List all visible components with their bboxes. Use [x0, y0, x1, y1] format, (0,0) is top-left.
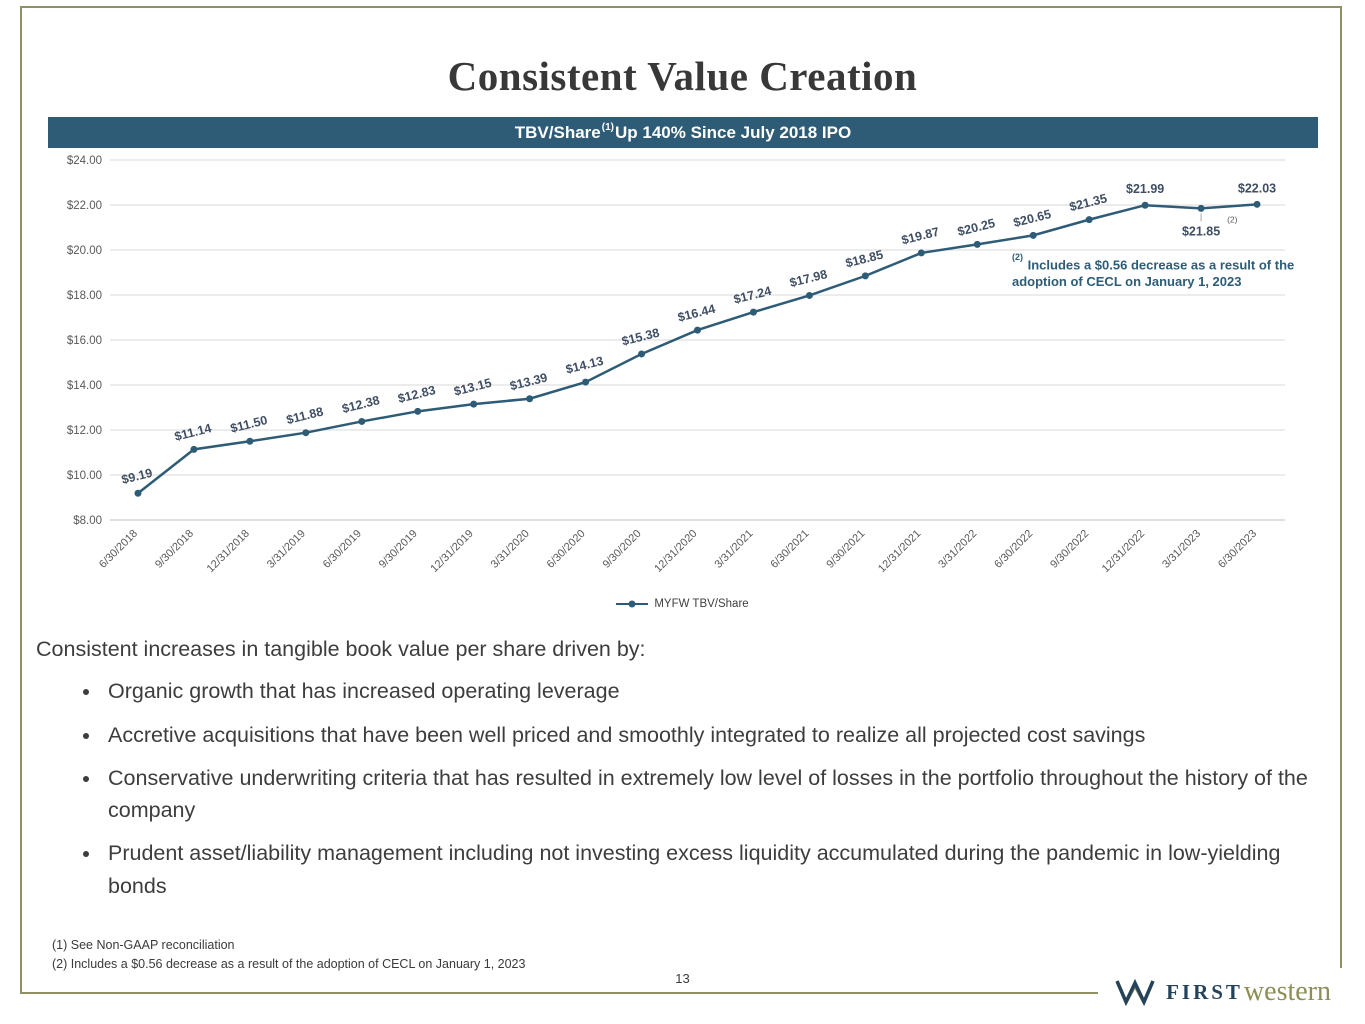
svg-text:$13.39: $13.39 [508, 370, 549, 393]
footnote-1: (1) See Non-GAAP reconciliation [52, 938, 235, 952]
chart-title-banner: TBV/Share (1) Up 140% Since July 2018 IPO [48, 117, 1318, 148]
svg-text:$20.00: $20.00 [67, 245, 102, 257]
svg-text:$17.98: $17.98 [788, 267, 829, 290]
svg-text:9/30/2022: 9/30/2022 [1048, 528, 1091, 571]
cecl-annotation: (2) Includes a $0.56 decrease as a resul… [1012, 252, 1320, 291]
footnote-2: (2) Includes a $0.56 decrease as a resul… [52, 956, 526, 971]
svg-text:$18.00: $18.00 [67, 290, 102, 302]
banner-footnote-marker: (1) [601, 122, 614, 133]
svg-text:$21.85: $21.85 [1182, 224, 1220, 238]
svg-text:12/31/2022: 12/31/2022 [1100, 528, 1147, 575]
svg-text:$12.38: $12.38 [341, 393, 382, 416]
svg-text:3/31/2023: 3/31/2023 [1160, 528, 1203, 571]
svg-text:9/30/2021: 9/30/2021 [824, 528, 867, 571]
body-intro: Consistent increases in tangible book va… [36, 637, 646, 661]
svg-text:$14.00: $14.00 [67, 380, 102, 392]
svg-text:$11.88: $11.88 [285, 404, 325, 427]
svg-text:12/31/2021: 12/31/2021 [876, 528, 923, 575]
svg-text:$8.00: $8.00 [73, 515, 102, 527]
firstwestern-logo: FIRST western [1098, 968, 1345, 1018]
svg-text:3/31/2022: 3/31/2022 [936, 528, 979, 571]
svg-text:6/30/2019: 6/30/2019 [321, 528, 364, 571]
legend-line-marker-icon [616, 603, 649, 605]
footnotes: (1) See Non-GAAP reconciliation (2) Incl… [52, 936, 525, 974]
slide-border-frame [20, 6, 1342, 994]
bullet-item: Organic growth that has increased operat… [102, 675, 1316, 707]
svg-text:6/30/2022: 6/30/2022 [992, 528, 1035, 571]
svg-text:9/30/2018: 9/30/2018 [153, 528, 196, 571]
banner-text-suffix: Up 140% Since July 2018 IPO [614, 122, 852, 142]
bullet-item: Conservative underwriting criteria that … [102, 762, 1316, 827]
svg-text:12/31/2018: 12/31/2018 [205, 528, 252, 575]
svg-text:9/30/2020: 9/30/2020 [601, 528, 644, 571]
svg-text:6/30/2021: 6/30/2021 [768, 528, 811, 571]
svg-text:$17.24: $17.24 [732, 284, 773, 307]
firstwestern-w-icon [1115, 978, 1155, 1006]
logo-text-first: FIRST [1166, 979, 1243, 1004]
bullet-item: Prudent asset/liability management inclu… [102, 837, 1316, 902]
bullet-list: Organic growth that has increased operat… [102, 675, 1316, 902]
svg-text:$20.65: $20.65 [1012, 207, 1053, 230]
banner-text-prefix: TBV/Share [514, 122, 601, 142]
logo-text-western: western [1243, 976, 1331, 1007]
svg-text:6/30/2020: 6/30/2020 [545, 528, 588, 571]
chart-legend: MYFW TBV/Share [0, 598, 1365, 610]
legend-label: MYFW TBV/Share [654, 598, 749, 610]
svg-text:6/30/2018: 6/30/2018 [97, 528, 140, 571]
svg-text:3/31/2019: 3/31/2019 [265, 528, 308, 571]
svg-text:$11.14: $11.14 [173, 421, 213, 444]
svg-text:$24.00: $24.00 [67, 155, 102, 167]
page-number: 13 [675, 971, 690, 986]
svg-text:$21.35: $21.35 [1068, 191, 1109, 214]
cecl-annotation-text: Includes a $0.56 decrease as a result of… [1012, 257, 1295, 290]
svg-text:$18.85: $18.85 [844, 248, 885, 271]
cecl-annotation-marker: (2) [1012, 252, 1023, 262]
page-title: Consistent Value Creation [447, 53, 918, 99]
svg-text:$16.00: $16.00 [67, 335, 102, 347]
svg-text:12/31/2019: 12/31/2019 [428, 528, 475, 575]
svg-text:$10.00: $10.00 [67, 470, 102, 482]
body-copy: Consistent increases in tangible book va… [36, 633, 1316, 913]
bullet-item: Accretive acquisitions that have been we… [102, 719, 1316, 751]
svg-text:3/31/2021: 3/31/2021 [712, 528, 755, 571]
svg-text:$16.44: $16.44 [676, 302, 717, 325]
svg-text:$13.15: $13.15 [452, 376, 493, 399]
svg-text:6/30/2023: 6/30/2023 [1216, 528, 1259, 571]
svg-text:12/31/2020: 12/31/2020 [652, 528, 699, 575]
svg-text:3/31/2020: 3/31/2020 [489, 528, 532, 571]
svg-text:$11.50: $11.50 [229, 413, 269, 436]
svg-text:$20.25: $20.25 [956, 216, 997, 239]
svg-text:$12.83: $12.83 [397, 383, 438, 406]
svg-text:9/30/2019: 9/30/2019 [377, 528, 420, 571]
svg-text:$15.38: $15.38 [620, 326, 661, 349]
svg-text:$19.87: $19.87 [900, 225, 941, 248]
svg-text:$22.03: $22.03 [1238, 181, 1276, 195]
svg-text:$21.99: $21.99 [1126, 182, 1164, 196]
svg-text:(2): (2) [1227, 214, 1238, 224]
svg-text:$22.00: $22.00 [67, 200, 102, 212]
svg-text:$14.13: $14.13 [564, 354, 605, 377]
tbv-share-line-chart: $8.00 $10.00 $12.00 $14.00 $16.00 $18.00 $20.0… [67, 155, 1285, 575]
svg-text:$12.00: $12.00 [67, 425, 102, 437]
